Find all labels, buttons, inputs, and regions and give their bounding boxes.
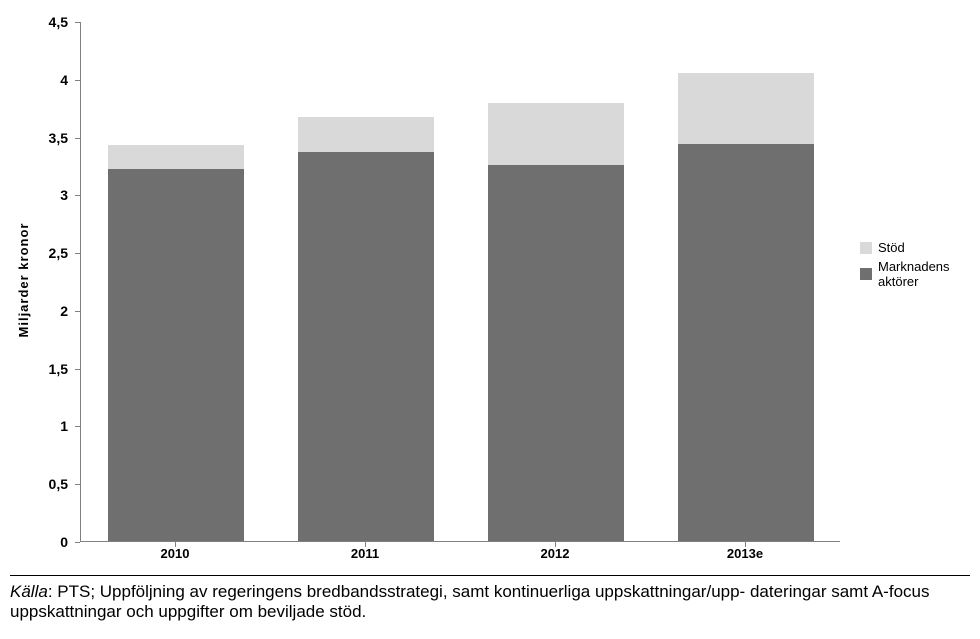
plot-area xyxy=(80,22,840,542)
bar-group xyxy=(108,21,245,541)
legend: Stöd Marknadens aktörer xyxy=(860,240,970,293)
bar-segment xyxy=(678,144,815,542)
y-axis-title: Miljarder kronor xyxy=(16,223,31,338)
bar-group xyxy=(678,21,815,541)
y-tick-label: 4 xyxy=(8,72,68,88)
bar-segment xyxy=(488,103,625,165)
y-tick-label: 3,5 xyxy=(8,130,68,146)
y-tick-label: 1,5 xyxy=(8,361,68,377)
x-tick-label: 2013e xyxy=(727,546,763,561)
y-tick-label: 2 xyxy=(8,303,68,319)
caption-text: : PTS; Uppföljning av regeringens bredba… xyxy=(10,582,929,621)
y-tick-label: 2,5 xyxy=(8,245,68,261)
bar-segment xyxy=(298,152,435,541)
bar-segment xyxy=(108,169,245,541)
bar-segment xyxy=(298,117,435,152)
legend-swatch-stod xyxy=(860,242,872,254)
legend-item-marknadens: Marknadens aktörer xyxy=(860,259,970,289)
y-tick-label: 4,5 xyxy=(8,14,68,30)
bar-segment xyxy=(108,145,245,169)
chart-container: Miljarder kronor 0 0,5 1 1,5 2 2,5 3 3,5 4 4,5 20… xyxy=(10,10,970,570)
legend-label-marknadens: Marknadens aktörer xyxy=(878,259,970,289)
bar-group xyxy=(298,21,435,541)
legend-label-stod: Stöd xyxy=(878,240,905,255)
bar-group xyxy=(488,21,625,541)
caption: Källa: PTS; Uppföljning av regeringens b… xyxy=(10,575,970,623)
bar-segment xyxy=(488,165,625,541)
x-tick-label: 2012 xyxy=(541,546,570,561)
y-tick-label: 1 xyxy=(8,418,68,434)
caption-prefix: Källa xyxy=(10,582,48,601)
bar-segment xyxy=(678,73,815,143)
y-tick-label: 0 xyxy=(8,534,68,550)
x-tick-label: 2011 xyxy=(351,546,379,561)
x-tick-label: 2010 xyxy=(161,546,190,561)
y-tick-label: 3 xyxy=(8,187,68,203)
legend-swatch-marknadens xyxy=(860,268,872,280)
legend-item-stod: Stöd xyxy=(860,240,970,255)
y-tick-label: 0,5 xyxy=(8,476,68,492)
